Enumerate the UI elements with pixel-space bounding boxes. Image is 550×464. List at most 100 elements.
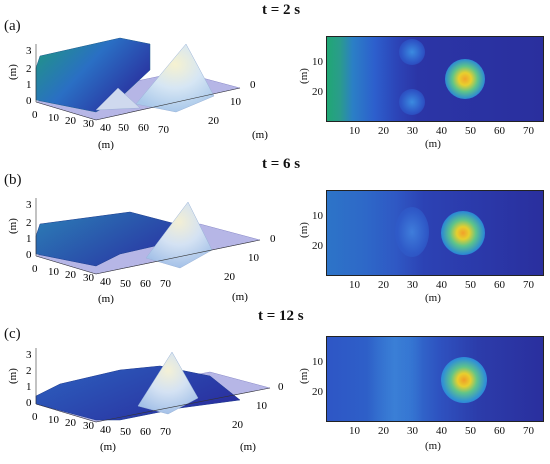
y-tick: 0 (278, 381, 284, 393)
heatmap-x-tick: 10 (349, 279, 360, 291)
surface-plot-a: 3 2 1 0 (m) 0 10 20 30 40 50 60 70 (m) 0… (7, 37, 268, 151)
x-tick: 10 (48, 266, 60, 278)
heatmap-y-tick: 20 (312, 86, 323, 98)
y-tick: 10 (230, 96, 242, 108)
heatmap-x-tick: 60 (494, 125, 505, 137)
heatmap-bump (395, 207, 429, 257)
heatmap-x-axis-label: (m) (425, 292, 441, 304)
x-tick: 60 (140, 426, 152, 438)
heatmap-x-tick: 30 (407, 425, 418, 437)
heatmap-y-axis-label: (m) (297, 368, 310, 384)
heatmap-x-tick: 30 (407, 125, 418, 137)
heatmap-x-axis-label: (m) (425, 440, 441, 452)
x-tick: 60 (140, 278, 152, 290)
y-tick: 0 (250, 79, 256, 91)
x-axis-label: (m) (98, 139, 114, 151)
x-tick: 0 (32, 263, 38, 275)
x-tick: 10 (48, 112, 60, 124)
z-tick: 1 (26, 79, 32, 91)
heatmap-y-axis-label: (m) (297, 222, 310, 238)
heatmap-x-tick: 60 (494, 425, 505, 437)
x-tick: 30 (83, 118, 95, 130)
x-tick: 50 (118, 122, 130, 134)
heatmap-x-tick: 30 (407, 279, 418, 291)
heatmap-y-tick: 10 (312, 356, 323, 368)
surface-plot-c: 3 2 1 0 (m) 0 10 20 30 40 50 60 70 (m) 0… (7, 348, 284, 453)
heatmap-x-tick: 60 (494, 279, 505, 291)
heatmap-y-tick: 20 (312, 386, 323, 398)
heatmap-c (326, 336, 544, 422)
y-axis-label: (m) (232, 291, 248, 303)
x-tick: 20 (65, 269, 77, 281)
heatmap-x-tick: 70 (523, 425, 534, 437)
x-tick: 20 (65, 115, 77, 127)
heatmap-x-tick: 20 (378, 425, 389, 437)
y-tick: 20 (232, 419, 244, 431)
heatmap-bump (399, 89, 425, 115)
heatmap-bump (399, 39, 425, 65)
heatmap-a (326, 36, 544, 122)
x-tick: 70 (160, 426, 172, 438)
heatmap-hotspot (445, 59, 485, 99)
z-tick: 2 (26, 365, 32, 377)
panel-label-c: (c) (4, 326, 21, 342)
x-axis-label: (m) (98, 293, 114, 305)
z-tick: 1 (26, 381, 32, 393)
heatmap-hotspot (441, 357, 487, 403)
water-surface (35, 365, 241, 421)
y-tick: 20 (208, 115, 220, 127)
heatmap-hotspot (441, 211, 485, 255)
surface-plot-b: 3 2 1 0 (m) 0 10 20 30 40 50 60 70 (m) 0… (7, 198, 276, 305)
heatmap-x-tick: 50 (465, 125, 476, 137)
x-tick: 50 (120, 426, 132, 438)
x-tick: 0 (32, 411, 38, 423)
y-axis-label: (m) (240, 441, 256, 453)
small-hump (95, 87, 141, 111)
panel-label-b: (b) (4, 172, 22, 188)
x-tick: 20 (65, 417, 77, 429)
z-tick: 0 (26, 397, 32, 409)
heatmap-x-tick: 50 (465, 279, 476, 291)
heatmap-bump (367, 337, 423, 421)
panel-label-a: (a) (4, 18, 21, 34)
heatmap-y-tick: 10 (312, 56, 323, 68)
heatmap-y-tick: 10 (312, 210, 323, 222)
y-tick: 0 (270, 233, 276, 245)
heatmap-x-tick: 10 (349, 425, 360, 437)
x-tick: 40 (100, 276, 112, 288)
z-tick: 3 (26, 45, 32, 57)
y-tick: 20 (224, 271, 236, 283)
time-label-a: t = 2 s (262, 2, 301, 18)
x-tick: 70 (158, 124, 170, 136)
heatmap-x-tick: 10 (349, 125, 360, 137)
heatmap-x-tick: 20 (378, 125, 389, 137)
heatmap-x-tick: 20 (378, 279, 389, 291)
heatmap-x-tick: 40 (436, 125, 447, 137)
x-tick: 0 (32, 109, 38, 121)
z-axis-label: (m) (7, 368, 19, 384)
heatmap-y-tick: 20 (312, 240, 323, 252)
time-label-b: t = 6 s (262, 156, 301, 172)
heatmap-b (326, 190, 544, 276)
x-tick: 60 (138, 122, 150, 134)
heatmap-y-axis-label: (m) (297, 68, 310, 84)
x-tick: 30 (83, 420, 95, 432)
z-tick: 2 (26, 217, 32, 229)
y-axis-label: (m) (252, 129, 268, 141)
z-tick: 1 (26, 233, 32, 245)
z-tick: 0 (26, 95, 32, 107)
heatmap-x-tick: 50 (465, 425, 476, 437)
heatmap-x-tick: 70 (523, 125, 534, 137)
x-axis-label: (m) (100, 441, 116, 453)
heatmap-x-axis-label: (m) (425, 138, 441, 150)
z-tick: 0 (26, 249, 32, 261)
z-axis-label: (m) (7, 64, 19, 80)
cone (137, 351, 199, 415)
cone (135, 43, 215, 113)
z-tick: 2 (26, 63, 32, 75)
heatmap-x-tick: 40 (436, 425, 447, 437)
x-tick: 70 (160, 278, 172, 290)
x-tick: 40 (100, 424, 112, 436)
z-tick: 3 (26, 349, 32, 361)
z-tick: 3 (26, 199, 32, 211)
